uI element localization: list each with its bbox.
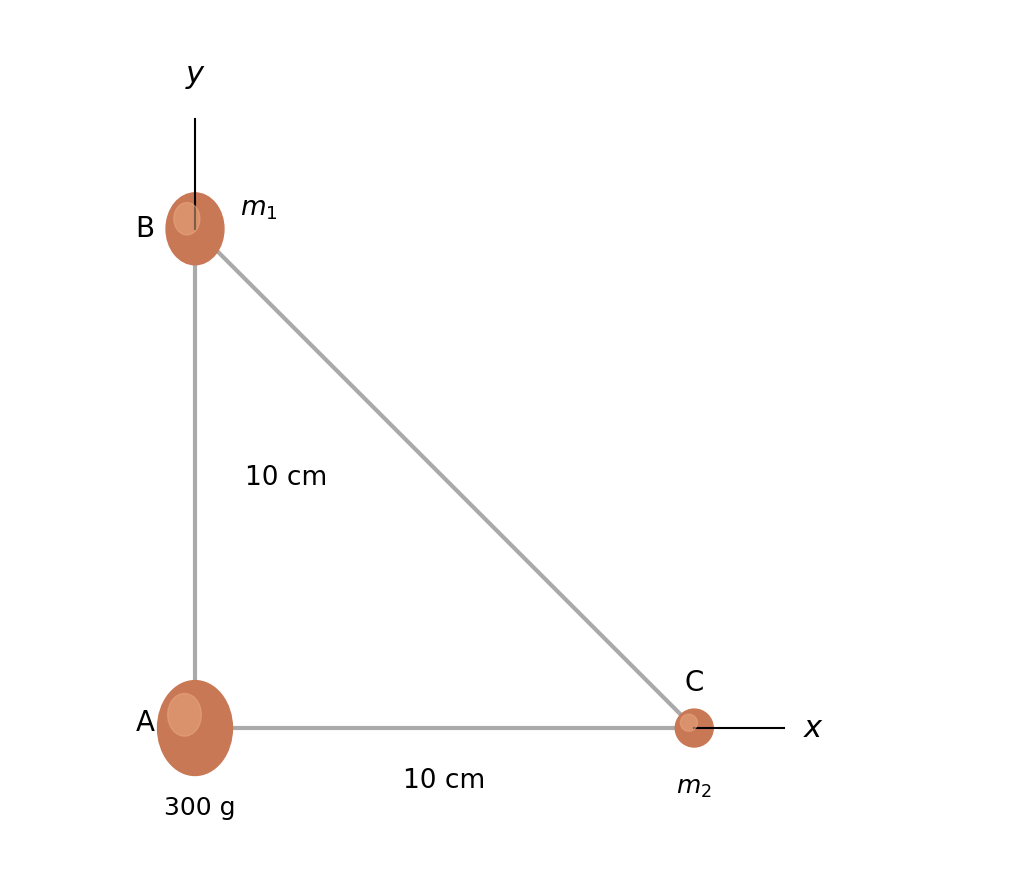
Ellipse shape	[174, 202, 200, 235]
Text: 10 cm: 10 cm	[245, 466, 327, 492]
Text: x: x	[804, 713, 822, 743]
Ellipse shape	[680, 714, 697, 732]
Text: $m_1$: $m_1$	[240, 196, 278, 221]
Ellipse shape	[675, 709, 713, 747]
Ellipse shape	[168, 693, 202, 736]
Text: A: A	[135, 709, 155, 737]
Text: y: y	[186, 60, 204, 89]
Ellipse shape	[158, 681, 232, 775]
Text: 10 cm: 10 cm	[403, 768, 485, 794]
Text: $m_2$: $m_2$	[677, 776, 712, 800]
Text: B: B	[135, 215, 155, 242]
Ellipse shape	[166, 193, 224, 265]
Text: C: C	[684, 669, 703, 697]
Text: 300 g: 300 g	[164, 796, 236, 820]
